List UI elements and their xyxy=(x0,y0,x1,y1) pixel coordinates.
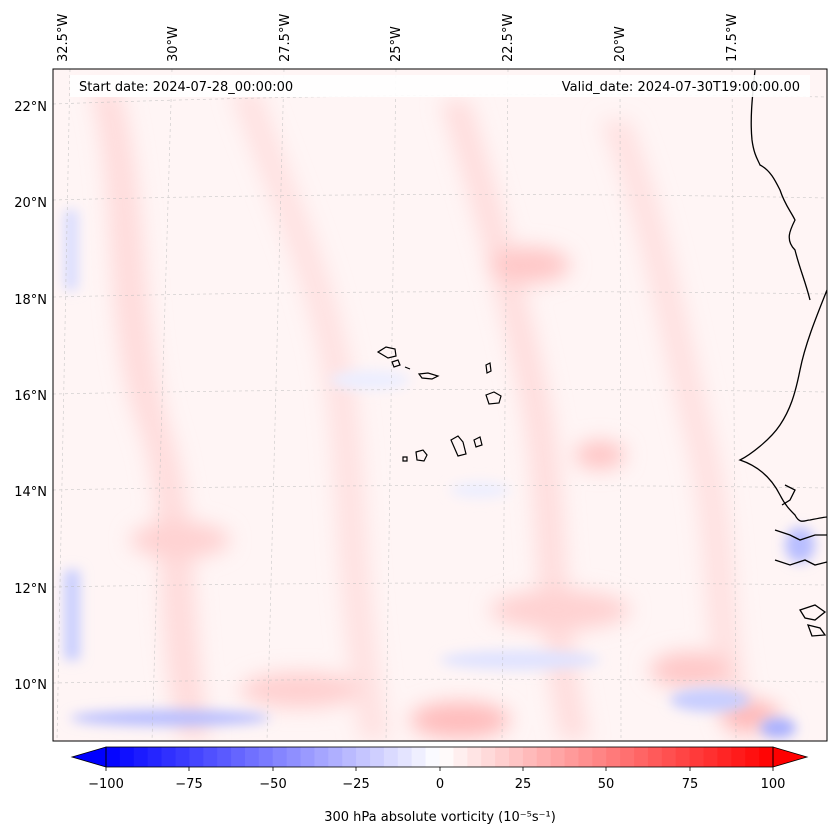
colorbar-cell xyxy=(106,747,121,767)
colorbar-cell xyxy=(300,747,315,767)
lon-label: 27.5°W xyxy=(278,14,293,62)
colorbar-cell xyxy=(495,747,510,767)
header-box xyxy=(70,75,810,97)
lat-label: 20°N xyxy=(14,196,47,211)
latitude-labels: 22°N 20°N 18°N 16°N 14°N 12°N 10°N xyxy=(14,100,47,693)
colorbar-tick-label: 0 xyxy=(436,777,444,792)
colorbar-cell xyxy=(453,747,468,767)
colorbar-cell xyxy=(286,747,302,767)
colorbar-cell xyxy=(481,747,496,767)
colorbar-cell xyxy=(717,747,732,767)
colorbar-cell xyxy=(550,747,566,767)
colorbar-cell xyxy=(342,747,357,767)
lat-label: 22°N xyxy=(14,100,47,115)
colorbar-cell xyxy=(328,747,343,767)
colorbar-cell xyxy=(147,747,163,767)
longitude-labels: 32.5°W 30°W 27.5°W 25°W 22.5°W 20°W 17.5… xyxy=(56,14,740,62)
lat-label: 16°N xyxy=(14,389,47,404)
colorbar-cell xyxy=(133,747,149,767)
colorbar-cell xyxy=(703,747,718,767)
colorbar-cell xyxy=(508,747,524,767)
colorbar-tick-label: 50 xyxy=(598,777,615,792)
colorbar-cell xyxy=(522,747,538,767)
colorbar-cell xyxy=(439,747,454,767)
map-border xyxy=(52,68,828,742)
colorbar-cell xyxy=(175,747,190,767)
colorbar-label: 300 hPa absolute vorticity (10⁻⁵s⁻¹) xyxy=(324,810,556,825)
colorbar-cell xyxy=(370,747,385,767)
colorbar-cell xyxy=(356,747,371,767)
colorbar-cell xyxy=(745,747,760,767)
vorticity-field xyxy=(90,90,780,740)
colorbar-tick-label: 25 xyxy=(515,777,532,792)
colorbar-cell xyxy=(564,747,579,767)
colorbar-tick-label: −50 xyxy=(259,777,286,792)
colorbar-cell xyxy=(119,747,135,767)
colorbar-tick-label: 75 xyxy=(682,777,699,792)
lat-label: 10°N xyxy=(14,678,47,693)
lat-label: 12°N xyxy=(14,582,47,597)
map-panel xyxy=(53,69,827,741)
graticule xyxy=(53,69,827,741)
colorbar-cell xyxy=(272,747,288,767)
colorbar-cell xyxy=(411,747,427,767)
colorbar-cell xyxy=(383,747,399,767)
colorbar-cell xyxy=(731,747,746,767)
lon-label: 30°W xyxy=(166,26,181,62)
colorbar-cell xyxy=(759,747,774,767)
lat-label: 18°N xyxy=(14,293,47,308)
coastline xyxy=(738,69,827,637)
lon-label: 20°W xyxy=(613,26,628,62)
start-date: Start date: 2024-07-28_00:00:00 xyxy=(79,80,293,95)
colorbar-cell xyxy=(634,747,649,767)
colorbar-cell xyxy=(217,747,232,767)
colorbar-frame xyxy=(105,746,774,768)
colorbar-cell xyxy=(606,747,621,767)
colorbar-cell xyxy=(314,747,329,767)
colorbar-cell xyxy=(189,747,204,767)
colorbar-cell xyxy=(161,747,176,767)
colorbar: −100 −75 −50 −25 0 25 50 75 100 300 hPa … xyxy=(70,746,809,825)
colorbar-cell xyxy=(647,747,663,767)
colorbar-min-arrow xyxy=(70,746,107,768)
colorbar-cell xyxy=(620,747,635,767)
colorbar-cells xyxy=(106,747,774,767)
colorbar-cell xyxy=(258,747,274,767)
colorbar-cell xyxy=(244,747,260,767)
colorbar-cell xyxy=(578,747,593,767)
colorbar-cell xyxy=(536,747,552,767)
colorbar-tick-label: 100 xyxy=(761,777,786,792)
colorbar-cell xyxy=(425,747,440,767)
lon-label: 17.5°W xyxy=(725,14,740,62)
colorbar-cell xyxy=(397,747,413,767)
cape-verde-islands xyxy=(376,346,502,462)
lon-label: 25°W xyxy=(389,26,404,62)
colorbar-cell xyxy=(592,747,607,767)
valid-date: Valid_date: 2024-07-30T19:00:00.00 xyxy=(562,80,800,95)
colorbar-tick-label: −100 xyxy=(88,777,124,792)
colorbar-ticks xyxy=(105,767,774,771)
colorbar-cell xyxy=(231,747,246,767)
colorbar-max-arrow xyxy=(772,746,809,768)
colorbar-cell xyxy=(675,747,691,767)
colorbar-tick-label: −75 xyxy=(175,777,202,792)
colorbar-cell xyxy=(689,747,705,767)
colorbar-cell xyxy=(203,747,218,767)
lon-label: 22.5°W xyxy=(501,14,516,62)
colorbar-tick-label: −25 xyxy=(342,777,369,792)
colorbar-cell xyxy=(467,747,482,767)
lon-label: 32.5°W xyxy=(56,14,71,62)
lat-label: 14°N xyxy=(14,485,47,500)
colorbar-cell xyxy=(661,747,677,767)
